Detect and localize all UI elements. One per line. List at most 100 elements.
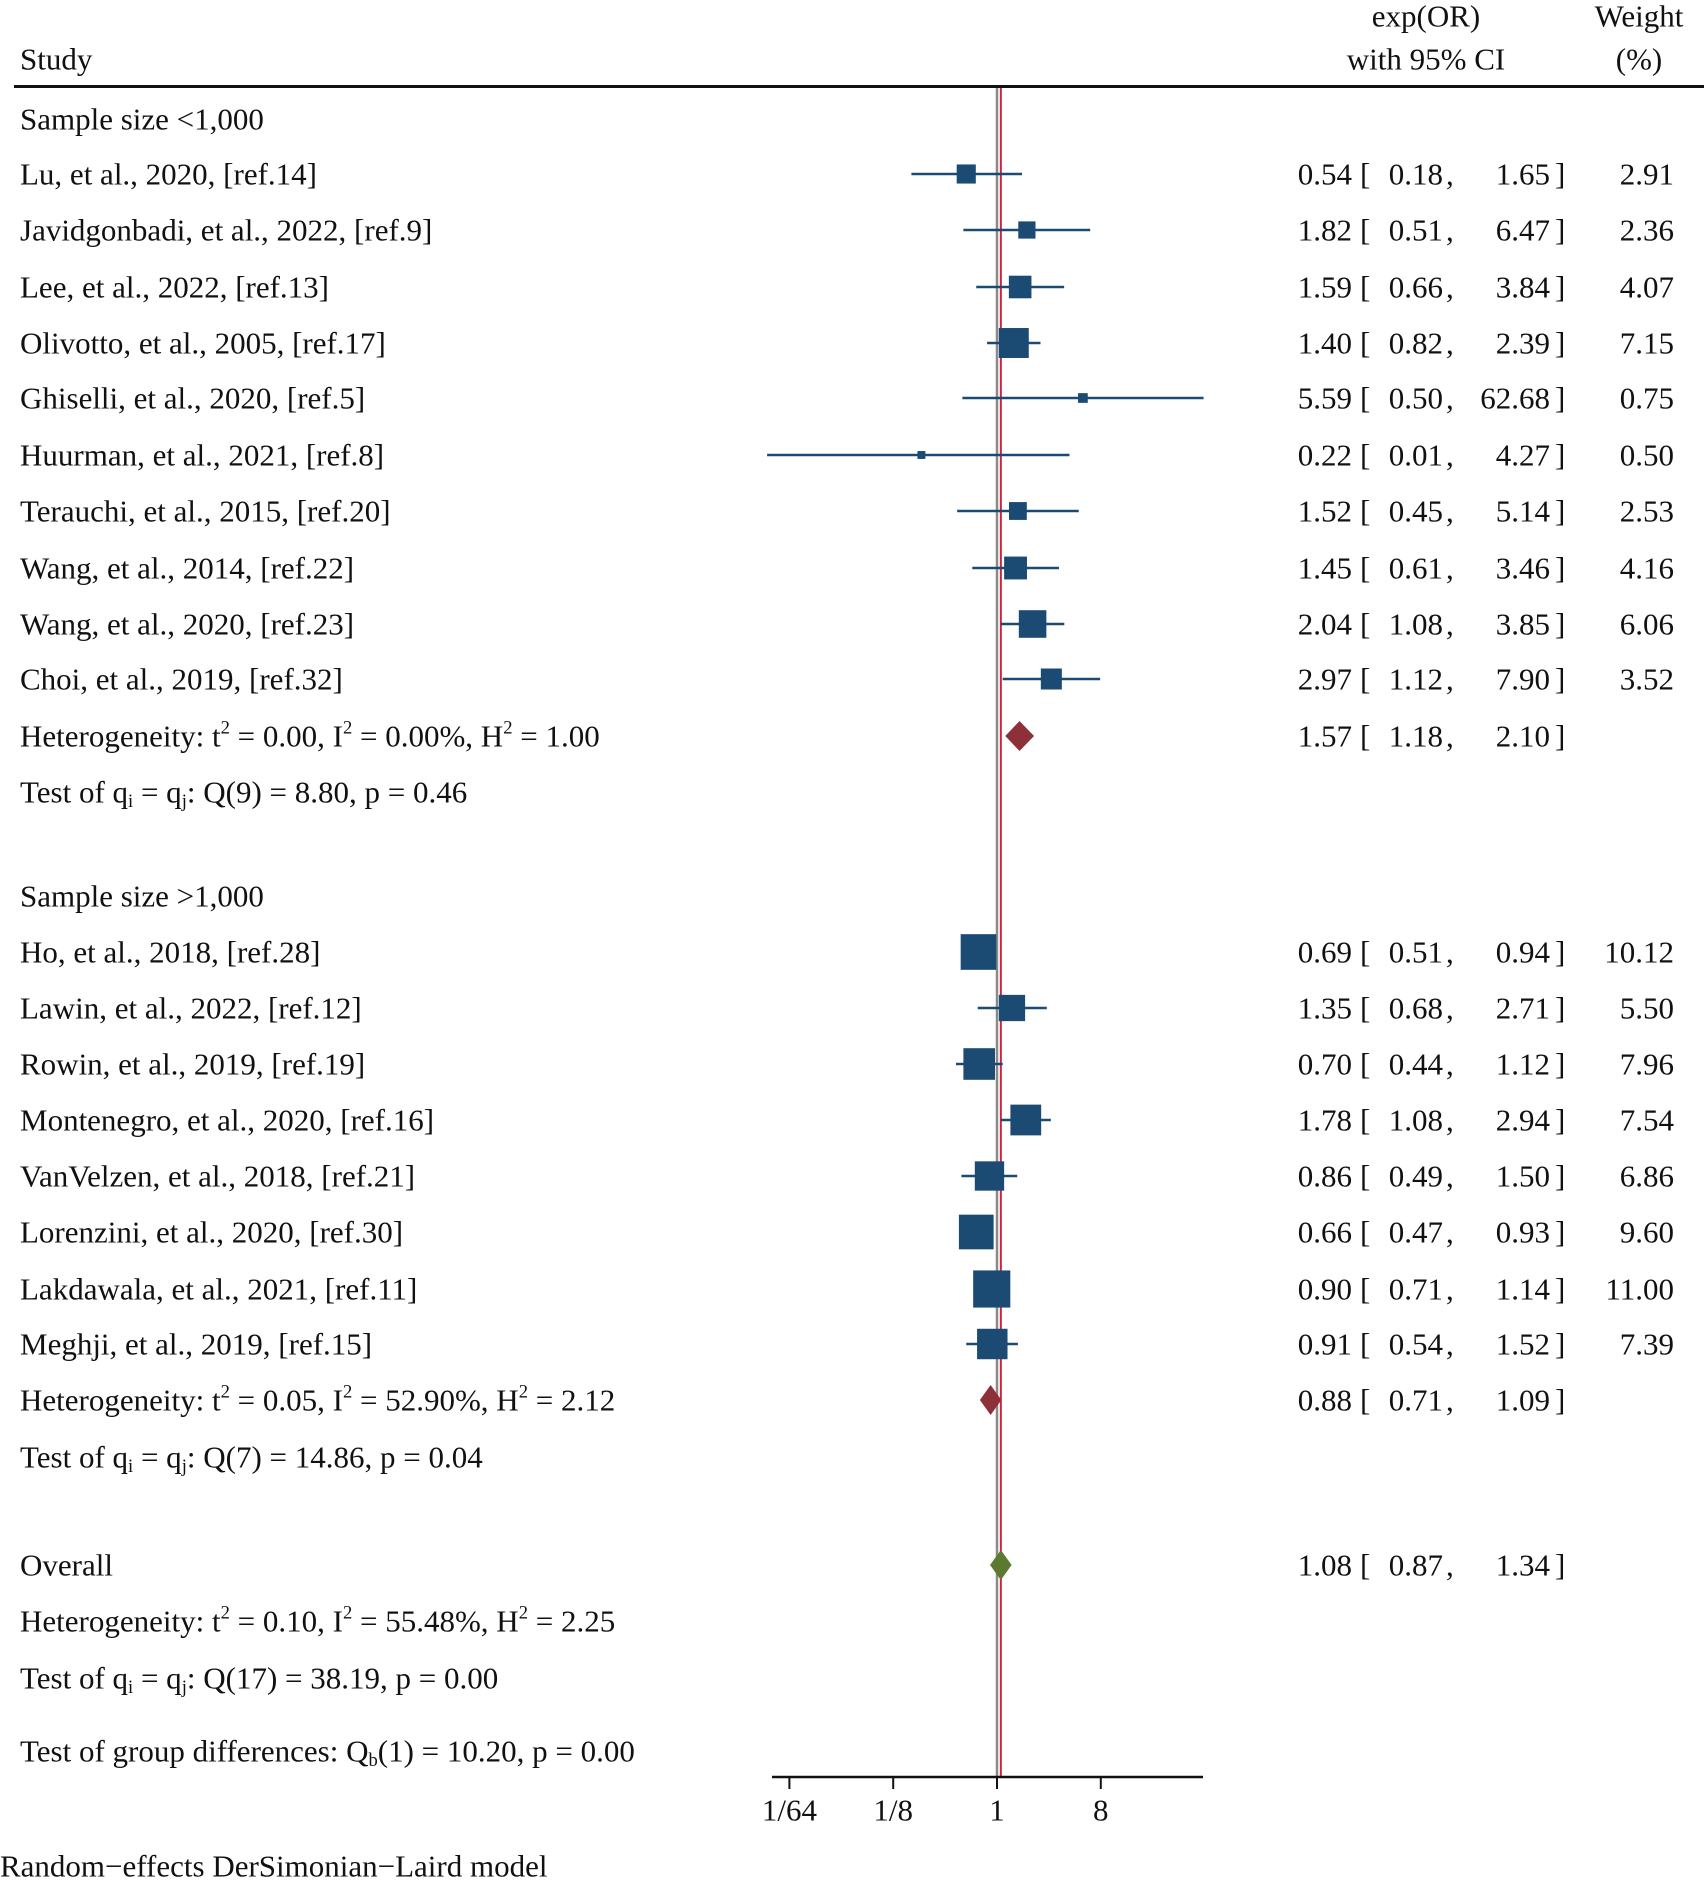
ci-close-bracket: ] [1555,1382,1566,1418]
ci-close-bracket: ] [1555,380,1566,416]
weight-value: 2.36 [1619,212,1674,248]
ci-comma: , [1446,156,1454,192]
ci-open-bracket: [ [1360,1326,1371,1362]
ci-open-bracket: [ [1360,269,1371,305]
ci-close-bracket: ] [1555,1046,1566,1082]
ci-comma: , [1446,990,1454,1026]
study-name: Wang, et al., 2014, [ref.22] [20,550,355,586]
weight-value: 9.60 [1619,1214,1674,1250]
ci-open-bracket: [ [1360,934,1371,970]
q-stat: Q(17) = 38.19, p = 0.00 [203,1660,499,1696]
study-name: Ho, et al., 2018, [ref.28] [20,934,321,970]
overall-diamond [990,1550,1012,1580]
ci-upper: 1.14 [1495,1271,1550,1307]
study-name: Lorenzini, et al., 2020, [ref.30] [20,1214,404,1250]
sup: 2 [220,1381,230,1403]
ci-upper: 2.39 [1495,325,1550,361]
ci-upper: 62.68 [1480,380,1550,416]
test-label: Test of [20,1439,105,1475]
estimate: 2.04 [1297,606,1352,642]
sup: 2 [342,1602,353,1624]
ci-comma: , [1446,380,1454,416]
ci-comma: , [1446,212,1454,248]
group-label: Sample size >1,000 [20,878,264,914]
ci-comma: , [1446,606,1454,642]
estimate: 0.54 [1297,156,1352,192]
ci-close-bracket: ] [1555,1326,1566,1362]
study-marker [960,934,997,970]
h2-value: 1.00 [545,718,600,754]
ci-upper: 3.85 [1495,606,1550,642]
ci-close-bracket: ] [1555,718,1566,754]
ci-comma: , [1446,493,1454,529]
ci-comma: , [1446,1046,1454,1082]
ci-upper: 0.94 [1495,934,1550,970]
tau2-value: 0.05 [262,1382,318,1418]
ci-comma: , [1446,269,1454,305]
weight-value: 4.07 [1619,269,1674,305]
ci-open-bracket: [ [1360,1547,1371,1583]
sub: i [128,791,134,813]
study-marker [1078,393,1088,403]
ci-open-bracket: [ [1360,990,1371,1026]
ci-open-bracket: [ [1360,1271,1371,1307]
weight-value: 6.06 [1619,606,1674,642]
study-header: Study [20,41,93,77]
sup: 2 [518,1602,528,1624]
ci-upper: 1.50 [1495,1158,1550,1194]
study-name: Montenegro, et al., 2020, [ref.16] [20,1102,435,1138]
estimate: 1.57 [1297,718,1352,754]
sup: 2 [503,717,513,739]
ci-upper: 2.71 [1495,990,1550,1026]
i2-value: 0.00% [385,718,466,754]
ci-open-bracket: [ [1360,212,1371,248]
ci-upper: 1.34 [1495,1547,1550,1583]
ci-lower: 0.54 [1388,1326,1443,1362]
weight-value: 7.39 [1619,1326,1674,1362]
ci-lower: 0.71 [1388,1382,1443,1418]
subgroup-diamond [1005,721,1035,751]
homogeneity-test-text: Test of qi = qj: Q(9) = 8.80, p = 0.46 [20,774,468,813]
ci-comma: , [1446,550,1454,586]
estimate: 5.59 [1297,380,1352,416]
study-marker [1008,502,1027,520]
ci-upper: 1.09 [1495,1382,1550,1418]
ci-lower: 0.82 [1388,325,1443,361]
ci-upper: 5.14 [1495,493,1550,529]
ci-lower: 0.47 [1388,1214,1443,1250]
study-name: Choi, et al., 2019, [ref.32] [20,661,343,697]
estimate: 1.59 [1297,269,1352,305]
weight-value: 6.86 [1619,1158,1674,1194]
ci-lower: 0.50 [1388,380,1443,416]
ci-open-bracket: [ [1360,380,1371,416]
weight-value: 2.53 [1619,493,1674,529]
weight-header-line1: Weight [1594,0,1684,34]
ci-close-bracket: ] [1555,269,1566,305]
ci-lower: 0.01 [1388,437,1443,473]
x-tick-label: 1 [989,1792,1005,1828]
q-stat: Q(7) = 14.86, p = 0.04 [203,1439,483,1475]
x-tick-label: 8 [1093,1792,1109,1828]
weight-value: 7.54 [1619,1102,1674,1138]
study-name: Wang, et al., 2020, [ref.23] [20,606,355,642]
ci-lower: 0.18 [1388,156,1443,192]
homogeneity-test-text: Test of qi = qj: Q(7) = 14.86, p = 0.04 [20,1439,483,1478]
ci-upper: 2.10 [1495,718,1550,754]
estimate: 0.90 [1297,1271,1352,1307]
ci-open-bracket: [ [1360,606,1371,642]
ci-close-bracket: ] [1555,550,1566,586]
ci-comma: , [1446,1382,1454,1418]
study-marker [963,1048,995,1080]
ci-close-bracket: ] [1555,1158,1566,1194]
ci-close-bracket: ] [1555,934,1566,970]
ci-lower: 1.08 [1388,1102,1443,1138]
weight-value: 2.91 [1619,156,1674,192]
study-name: Meghji, et al., 2019, [ref.15] [20,1326,373,1362]
weight-value: 0.75 [1619,380,1674,416]
weight-value: 0.50 [1619,437,1674,473]
test-label: Test of [20,1660,105,1696]
x-tick-label: 1/8 [873,1792,913,1828]
study-name: Lee, et al., 2022, [ref.13] [20,269,330,305]
ci-open-bracket: [ [1360,1382,1371,1418]
